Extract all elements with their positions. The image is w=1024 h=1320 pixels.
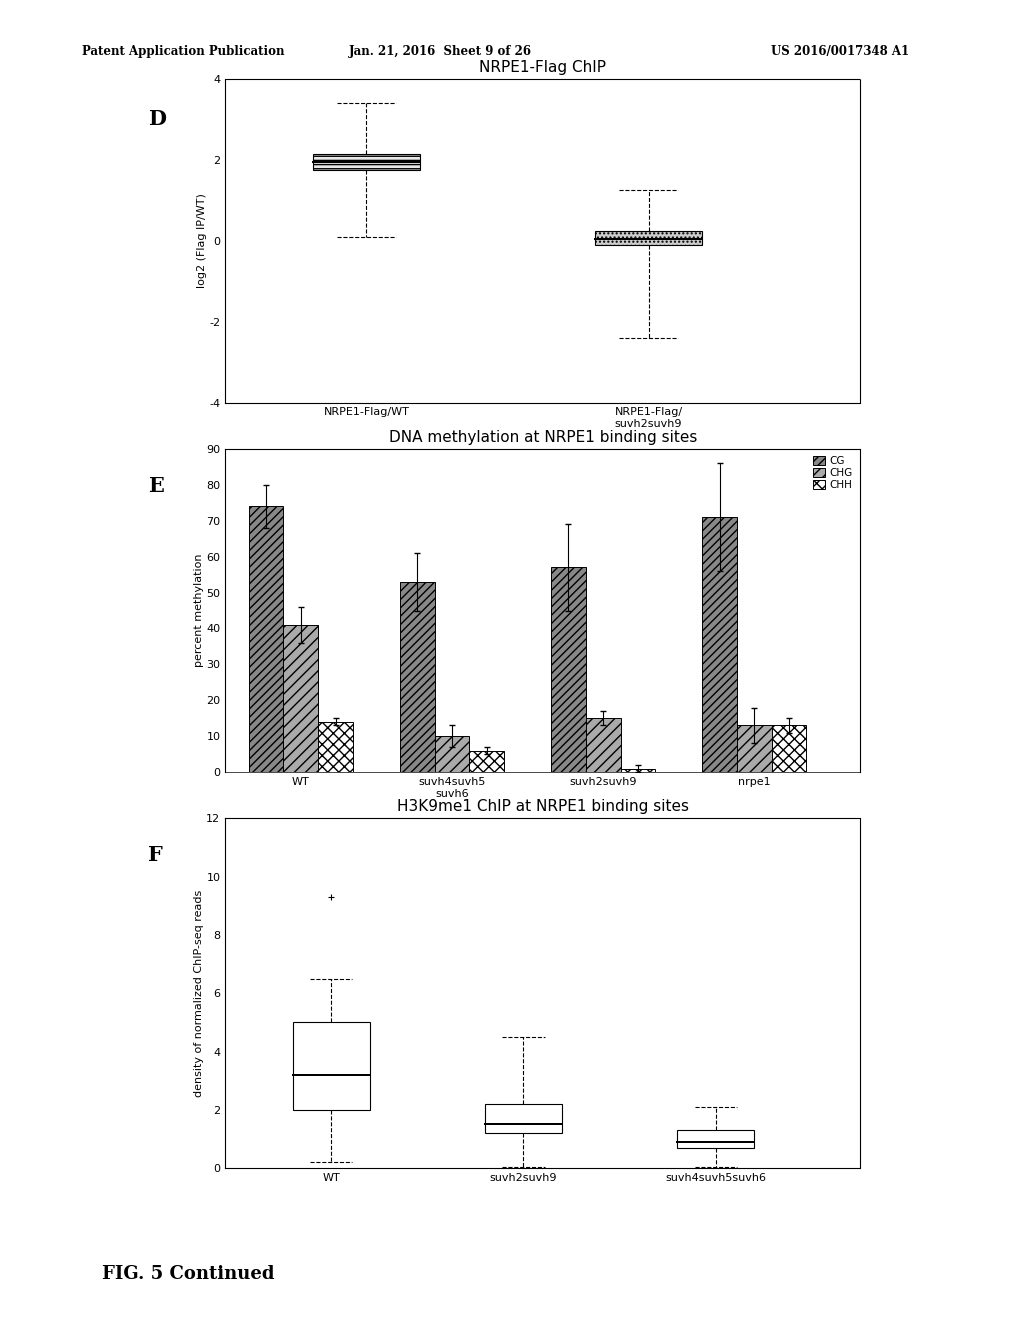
Bar xyxy=(737,726,772,772)
Y-axis label: percent methylation: percent methylation xyxy=(194,554,204,667)
Bar xyxy=(702,517,737,772)
Bar xyxy=(621,768,655,772)
Text: D: D xyxy=(148,110,167,129)
Text: Patent Application Publication: Patent Application Publication xyxy=(82,45,285,58)
Bar xyxy=(595,231,702,246)
Text: Jan. 21, 2016  Sheet 9 of 26: Jan. 21, 2016 Sheet 9 of 26 xyxy=(349,45,531,58)
Text: FIG. 5 Continued: FIG. 5 Continued xyxy=(102,1265,274,1283)
Y-axis label: density of normalized ChIP-seq reads: density of normalized ChIP-seq reads xyxy=(194,890,204,1097)
Title: H3K9me1 ChIP at NRPE1 binding sites: H3K9me1 ChIP at NRPE1 binding sites xyxy=(396,800,689,814)
Title: NRPE1-Flag ChIP: NRPE1-Flag ChIP xyxy=(479,61,606,75)
Text: E: E xyxy=(148,477,165,496)
Text: US 2016/0017348 A1: US 2016/0017348 A1 xyxy=(771,45,908,58)
Bar xyxy=(434,737,469,772)
Text: F: F xyxy=(148,845,163,865)
Bar xyxy=(293,1023,370,1110)
Bar xyxy=(485,1104,562,1133)
Bar xyxy=(551,568,586,772)
Bar xyxy=(678,1130,755,1148)
Bar xyxy=(469,751,504,772)
Bar xyxy=(312,154,420,170)
Bar xyxy=(586,718,621,772)
Bar xyxy=(399,582,434,772)
Legend: CG, CHG, CHH: CG, CHG, CHH xyxy=(811,454,855,492)
Title: DNA methylation at NRPE1 binding sites: DNA methylation at NRPE1 binding sites xyxy=(388,430,697,445)
Bar xyxy=(318,722,353,772)
Bar xyxy=(284,624,318,772)
Bar xyxy=(249,507,284,772)
Y-axis label: log2 (Flag IP/WT): log2 (Flag IP/WT) xyxy=(197,194,207,288)
Bar xyxy=(772,726,807,772)
